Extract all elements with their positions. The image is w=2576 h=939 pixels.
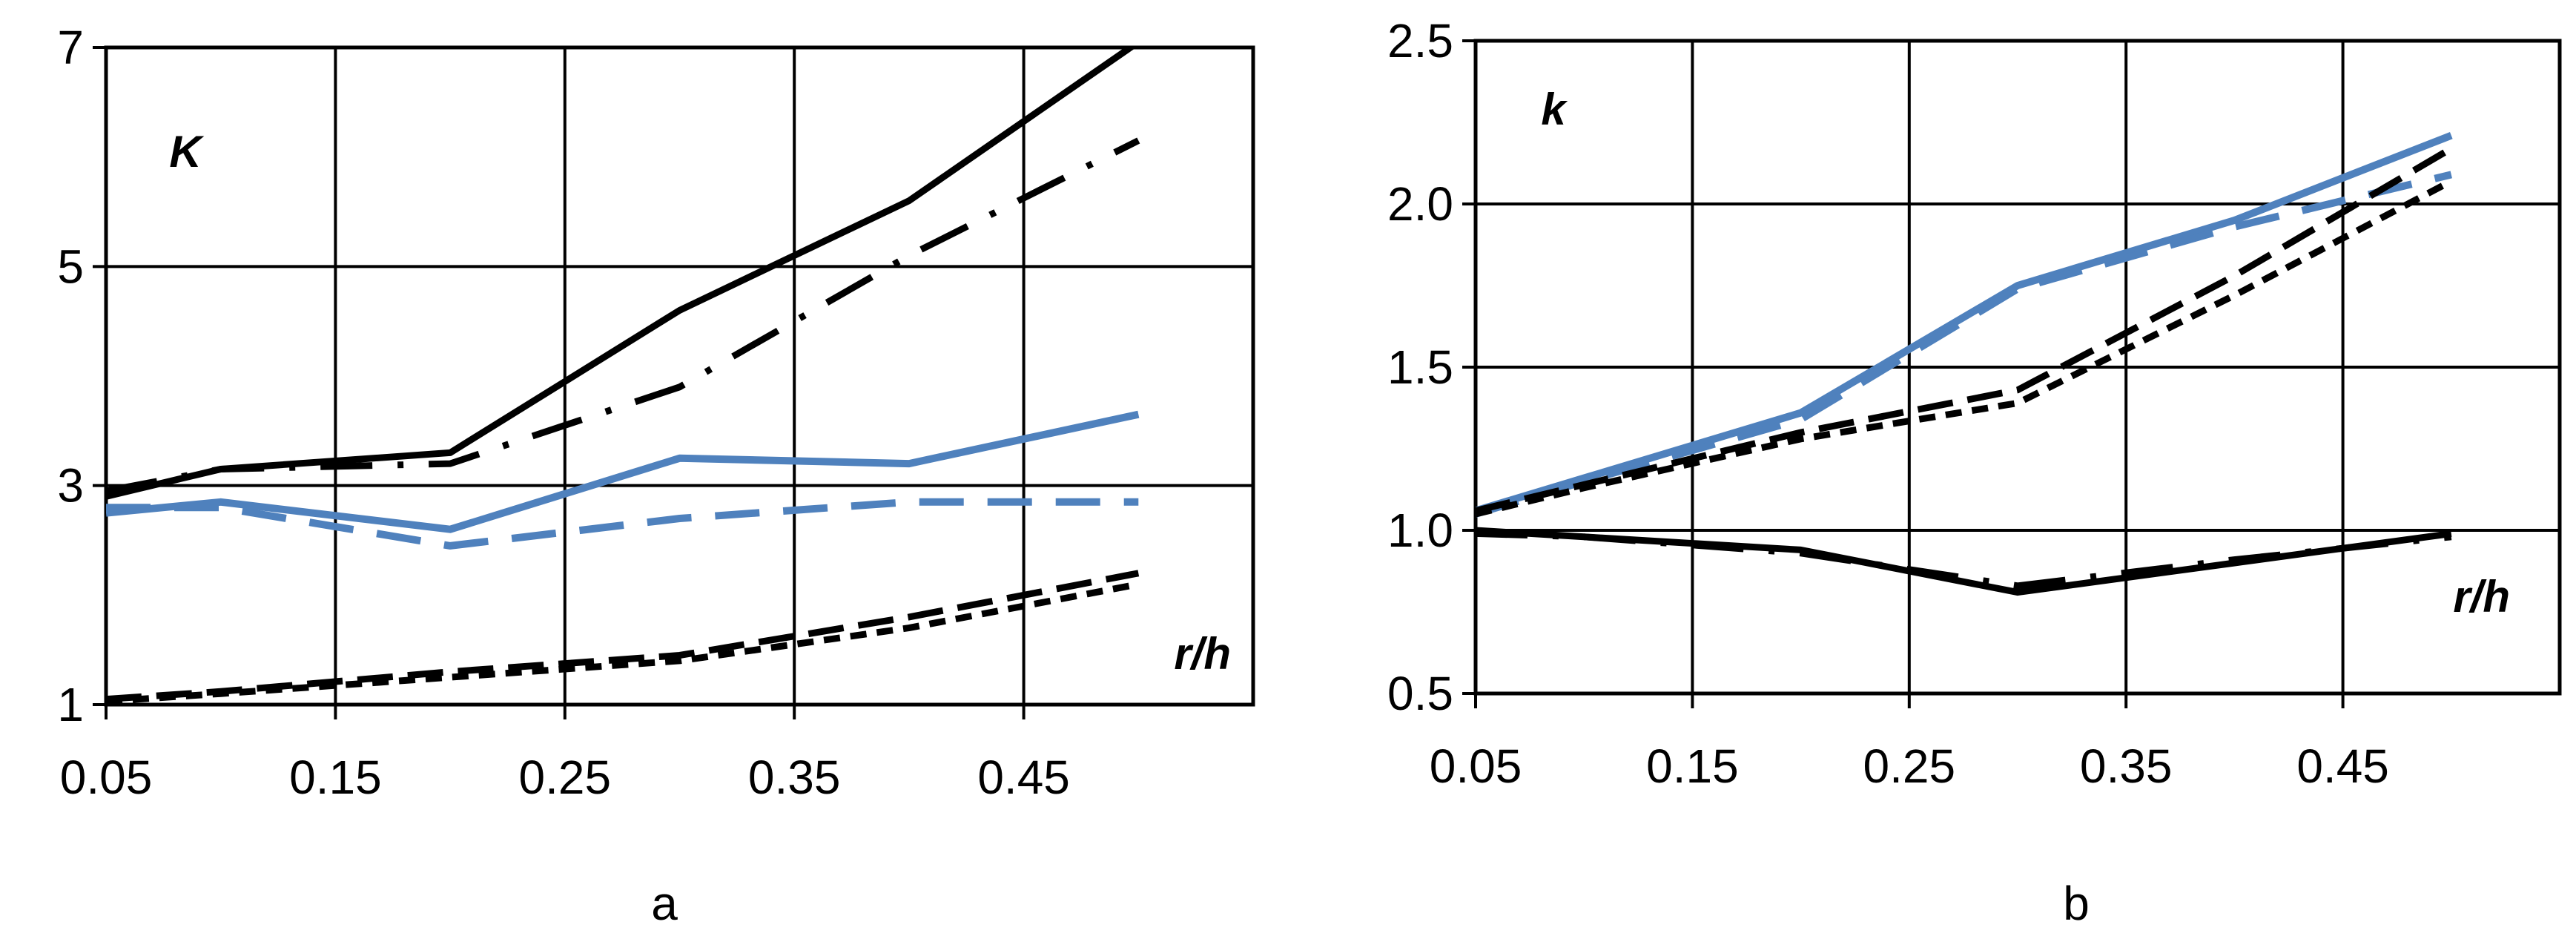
x-tick-label: 0.35 [748, 751, 841, 804]
y-tick-label: 7 [57, 21, 84, 74]
y-axis-label: k [1541, 85, 1568, 134]
x-tick-label: 0.05 [60, 751, 153, 804]
y-tick-label: 2.0 [1387, 177, 1453, 231]
series-line-black-dash-dot [1476, 530, 2452, 590]
y-tick-label: 1.0 [1387, 504, 1453, 557]
y-tick-label: 5 [57, 240, 84, 293]
plot-area-a [104, 45, 1255, 707]
y-tick-label: 2.5 [1387, 14, 1453, 67]
x-tick-label: 0.15 [289, 751, 382, 804]
panel-caption: b [2063, 877, 2090, 930]
y-axis-label: K [169, 127, 204, 177]
x-tick-label: 0.15 [1646, 739, 1739, 793]
x-tick-label: 0.45 [977, 751, 1070, 804]
series-line-black-short-dash [106, 581, 1140, 705]
series-line-black-long-dash [106, 570, 1140, 703]
panel-caption: a [651, 877, 678, 930]
series-line-black-solid [106, 47, 1137, 500]
series-line-blue-dashed [1476, 171, 2452, 518]
x-axis-label: r/h [1174, 629, 1231, 679]
x-tick-label: 0.05 [1430, 739, 1522, 793]
x-axis-label: r/h [2453, 572, 2510, 622]
chart-panel-b: 0.05 0.15 0.25 0.35 0.45 0.5 1.0 1.5 2.0 2.5 k r/h b [1387, 14, 2562, 930]
series-line-black-short-dash [1476, 178, 2453, 518]
y-tick-label: 1.5 [1387, 340, 1453, 394]
x-tick-label: 0.35 [2080, 739, 2173, 793]
x-tick-label: 0.45 [2296, 739, 2389, 793]
y-tick-label: 3 [57, 459, 84, 513]
x-tick-label: 0.25 [1863, 739, 1956, 793]
y-tick-label: 0.5 [1387, 667, 1453, 720]
y-tick-label: 1 [57, 678, 84, 731]
series-line-blue-dashed [106, 498, 1139, 550]
chart-panel-a: 0.05 0.15 0.25 0.35 0.45 1 3 5 7 Kr/h a [57, 21, 1255, 930]
series-line-black-dash-dot [106, 137, 1140, 495]
x-tick-label: 0.25 [519, 751, 612, 804]
